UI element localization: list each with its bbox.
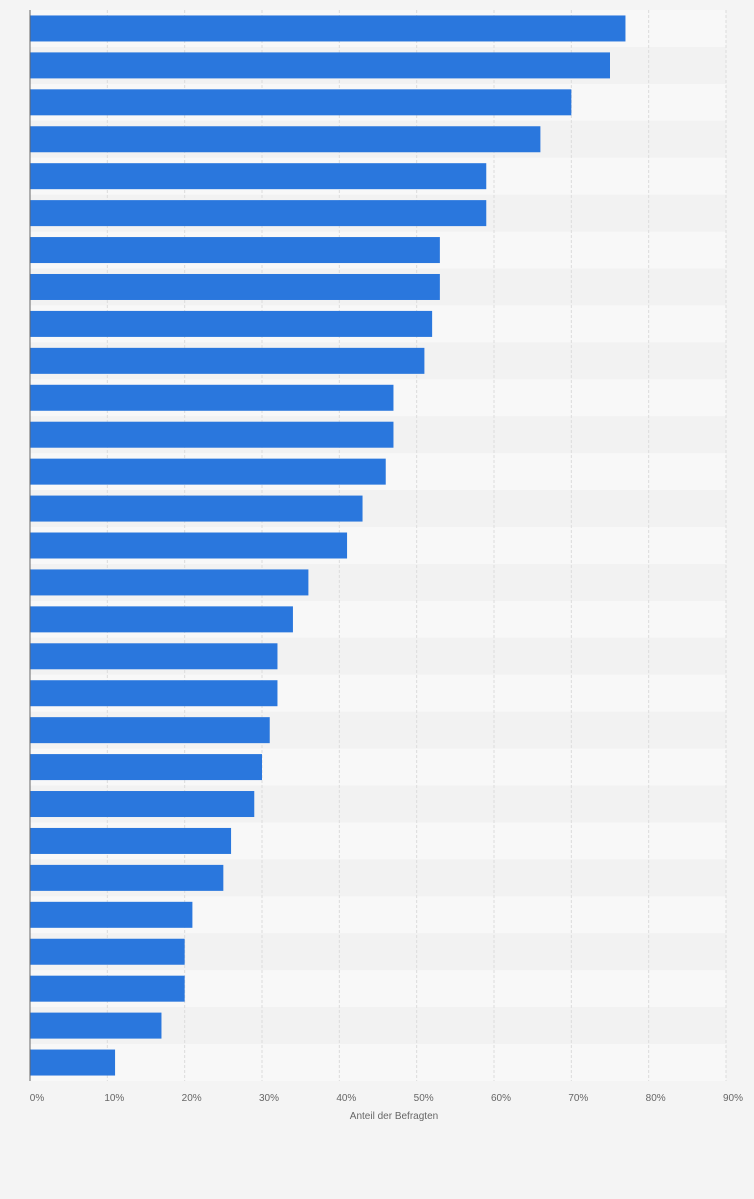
bar[interactable] [30,1012,162,1039]
x-tick-label: 10% [104,1093,124,1104]
bar[interactable] [30,458,386,485]
bar[interactable] [30,495,363,522]
x-tick-label: 0% [30,1093,45,1104]
x-axis-tick-labels: 0% 10% 20% 30% 40% 50% 60% 70% 80% 90% [30,1093,743,1104]
x-tick-label: 60% [491,1093,511,1104]
bar[interactable] [30,15,626,42]
bar[interactable] [30,864,224,891]
x-tick-label: 40% [336,1093,356,1104]
bar[interactable] [30,273,440,300]
bar[interactable] [30,1049,116,1076]
bars [30,15,626,1076]
bar[interactable] [30,421,394,448]
bar[interactable] [30,532,348,559]
x-axis-title: Anteil der Befragten [350,1111,438,1122]
bar[interactable] [30,52,610,79]
bar[interactable] [30,938,185,965]
bar[interactable] [30,89,572,116]
bar[interactable] [30,717,270,744]
bar[interactable] [30,975,185,1002]
bar[interactable] [30,827,232,854]
x-tick-label: 50% [414,1093,434,1104]
x-tick-label: 30% [259,1093,279,1104]
bar[interactable] [30,310,433,337]
bar[interactable] [30,569,309,596]
bar[interactable] [30,163,487,190]
bar[interactable] [30,200,487,227]
x-tick-label: 70% [568,1093,588,1104]
x-tick-label: 20% [182,1093,202,1104]
bar[interactable] [30,126,541,153]
bar[interactable] [30,237,440,264]
bar[interactable] [30,680,278,707]
bar[interactable] [30,643,278,670]
bar[interactable] [30,791,255,818]
bar[interactable] [30,606,293,633]
bar[interactable] [30,754,262,781]
x-tick-label: 80% [646,1093,666,1104]
plot-band [30,1044,726,1081]
bar[interactable] [30,901,193,928]
x-tick-label: 90% [723,1093,743,1104]
bar[interactable] [30,347,425,374]
bar[interactable] [30,384,394,411]
